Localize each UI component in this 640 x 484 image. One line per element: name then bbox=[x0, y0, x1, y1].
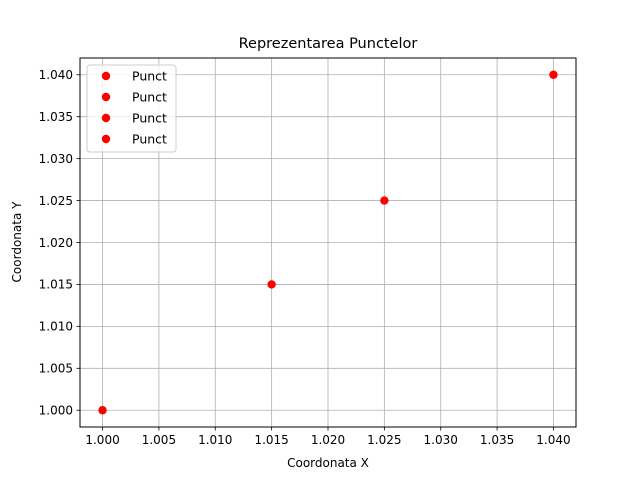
y-axis-label: Coordonata Y bbox=[10, 201, 24, 283]
x-axis-label: Coordonata X bbox=[287, 456, 369, 470]
legend-marker bbox=[101, 113, 111, 123]
legend-label: Punct bbox=[132, 132, 167, 147]
x-tick-label: 1.025 bbox=[367, 433, 401, 447]
y-tick-label: 1.020 bbox=[39, 236, 73, 250]
x-tick-label: 1.040 bbox=[536, 433, 570, 447]
legend-label: Punct bbox=[132, 90, 167, 105]
x-tick-label: 1.030 bbox=[424, 433, 458, 447]
scatter-point bbox=[549, 70, 558, 79]
y-tick-label: 1.005 bbox=[39, 362, 73, 376]
x-tick-label: 1.035 bbox=[480, 433, 514, 447]
x-tick-label: 1.000 bbox=[85, 433, 119, 447]
legend-marker bbox=[101, 134, 111, 144]
chart-title: Reprezentarea Punctelor bbox=[239, 36, 418, 52]
axis-ticks: 1.000 1.005 1.010 1.015 1.020 1.025 1.030 1.035… bbox=[39, 68, 571, 447]
x-tick-label: 1.020 bbox=[311, 433, 345, 447]
scatter-point bbox=[380, 196, 389, 205]
legend-entries: Punct Punct Punct Punct bbox=[101, 69, 167, 147]
grid bbox=[80, 58, 576, 427]
y-tick-label: 1.040 bbox=[39, 68, 73, 82]
y-tick-label: 1.000 bbox=[39, 404, 73, 418]
legend-label: Punct bbox=[132, 111, 167, 126]
x-tick-label: 1.005 bbox=[142, 433, 176, 447]
y-tick-label: 1.035 bbox=[39, 110, 73, 124]
x-tick-label: 1.015 bbox=[254, 433, 288, 447]
y-tick-label: 1.015 bbox=[39, 278, 73, 292]
legend-marker bbox=[101, 92, 111, 102]
scatter-point bbox=[98, 406, 107, 415]
data-points bbox=[98, 70, 558, 415]
y-tick-label: 1.030 bbox=[39, 152, 73, 166]
legend-marker bbox=[101, 71, 111, 81]
legend-box bbox=[86, 64, 177, 153]
x-tick-label: 1.010 bbox=[198, 433, 232, 447]
y-tick-label: 1.010 bbox=[39, 320, 73, 334]
scatter-point bbox=[267, 280, 276, 289]
legend-label: Punct bbox=[132, 69, 167, 84]
y-tick-label: 1.025 bbox=[39, 194, 73, 208]
legend: Punct Punct Punct Punct bbox=[86, 64, 177, 153]
